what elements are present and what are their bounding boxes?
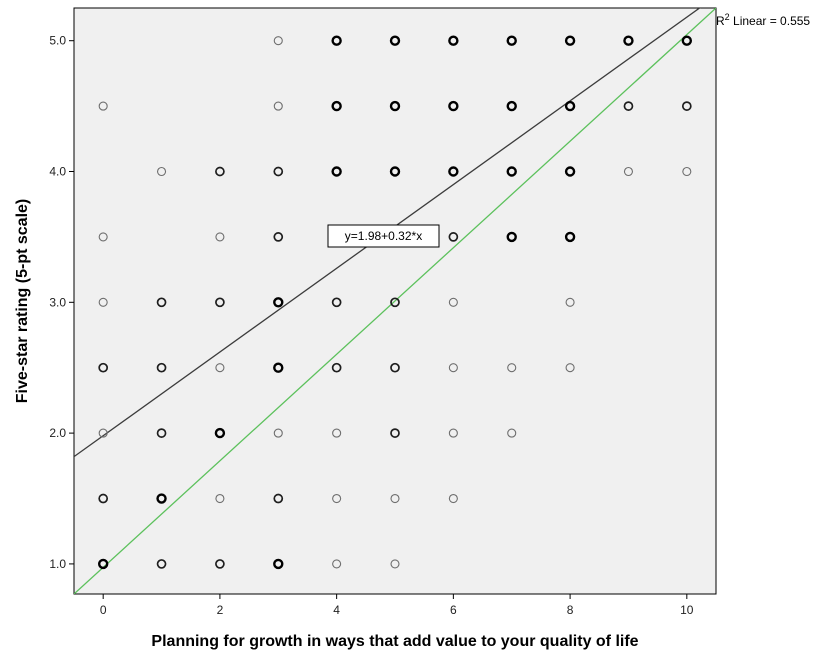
y-axis-title: Five-star rating (5-pt scale) (14, 199, 31, 404)
data-point (332, 559, 342, 569)
data-point (332, 493, 342, 504)
r2-superscript: 2 (725, 12, 730, 22)
data-point (448, 493, 458, 504)
data-point (448, 166, 459, 177)
y-tick-label: 5.0 (49, 34, 66, 48)
data-point (156, 297, 167, 308)
data-point (681, 101, 692, 111)
data-point (507, 363, 517, 373)
data-point (332, 428, 342, 438)
data-point (507, 428, 517, 438)
data-point (273, 101, 283, 111)
data-point (448, 35, 459, 46)
data-point (389, 166, 401, 177)
data-point (506, 35, 517, 46)
data-point (448, 428, 458, 438)
x-tick-label: 6 (450, 603, 457, 617)
y-tick-label: 3.0 (49, 295, 66, 309)
data-point (564, 100, 576, 112)
fit-equation-label: y=1.98+0.32*x (327, 224, 440, 248)
data-point (448, 297, 458, 307)
data-point (98, 493, 109, 504)
data-point (98, 428, 108, 438)
data-point (214, 427, 226, 439)
data-point (98, 232, 108, 242)
y-tick-label: 2.0 (49, 426, 66, 440)
data-point (564, 166, 576, 177)
data-point (98, 297, 108, 307)
x-tick-label: 4 (333, 603, 340, 617)
data-point (564, 35, 576, 46)
y-tick-label: 1.0 (49, 557, 66, 571)
data-point (273, 362, 284, 373)
data-point (565, 297, 575, 307)
data-point (565, 363, 575, 373)
data-point (273, 297, 284, 308)
data-point (156, 493, 167, 504)
data-point (390, 362, 400, 373)
data-point (564, 231, 576, 243)
data-point (273, 36, 283, 46)
data-point (156, 559, 167, 569)
data-point (331, 166, 342, 177)
data-point (506, 231, 517, 243)
data-point (273, 232, 284, 242)
data-point (389, 100, 401, 112)
data-point (390, 559, 400, 569)
x-axis-title: Planning for growth in ways that add val… (151, 633, 638, 650)
data-point (331, 35, 342, 46)
data-point (215, 166, 225, 177)
data-point (682, 166, 692, 177)
data-point (331, 362, 342, 373)
data-point (448, 232, 459, 242)
reference-line (74, 8, 716, 594)
x-tick-label: 8 (567, 603, 574, 617)
data-point (98, 362, 109, 373)
r2-label: R2 Linear = 0.555 (716, 12, 810, 28)
data-point (215, 493, 225, 504)
data-point (273, 493, 284, 504)
fit-equation-text: y=1.98+0.32*x (345, 229, 422, 243)
data-point (389, 35, 401, 46)
data-point (390, 428, 400, 438)
data-point (273, 558, 284, 570)
data-point (156, 166, 167, 177)
data-point (331, 100, 342, 112)
x-tick-label: 0 (100, 603, 107, 617)
data-point (623, 166, 634, 177)
data-point (331, 297, 342, 308)
data-point (681, 35, 693, 46)
data-point (98, 101, 108, 111)
data-point (215, 232, 225, 242)
y-tick-label: 4.0 (49, 165, 66, 179)
data-point (390, 493, 400, 504)
fit-line (74, 8, 701, 458)
data-point (215, 297, 225, 308)
data-point (97, 558, 109, 570)
data-point (215, 559, 225, 569)
data-point (448, 100, 459, 112)
data-point (273, 428, 283, 438)
r2-prefix: R (716, 14, 725, 28)
data-point (156, 428, 167, 438)
x-tick-label: 10 (680, 603, 694, 617)
data-point (623, 101, 634, 111)
data-point (156, 362, 167, 373)
x-tick-label: 2 (217, 603, 224, 617)
data-point (215, 363, 225, 373)
r2-value: Linear = 0.555 (730, 14, 811, 28)
data-point (506, 100, 517, 112)
data-point (273, 166, 284, 177)
data-point (390, 297, 400, 308)
data-point (506, 166, 517, 177)
data-point (448, 363, 458, 373)
data-point (623, 35, 634, 46)
